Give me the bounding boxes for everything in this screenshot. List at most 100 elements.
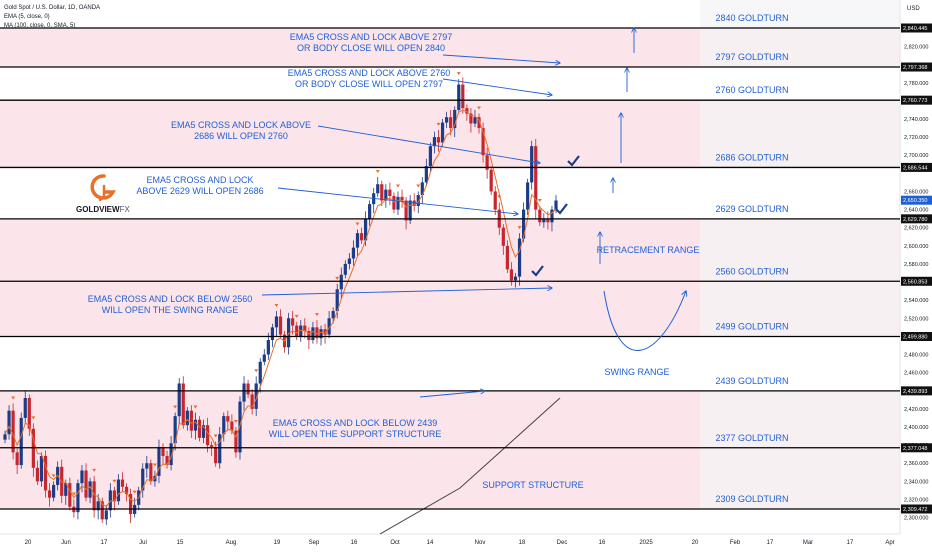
candle-body[interactable]: [84, 470, 88, 498]
candle-body[interactable]: [246, 383, 250, 395]
candle-body[interactable]: [181, 383, 185, 426]
candle-body[interactable]: [440, 122, 445, 143]
candle-body[interactable]: [266, 340, 270, 355]
candle-body[interactable]: [303, 325, 307, 331]
candle-body[interactable]: [521, 209, 526, 239]
candle-body[interactable]: [15, 452, 19, 466]
candle-body[interactable]: [262, 354, 266, 362]
candle-body[interactable]: [469, 113, 473, 124]
candle-body[interactable]: [141, 468, 145, 491]
candle-body[interactable]: [493, 191, 497, 210]
candle-body[interactable]: [473, 117, 477, 124]
candle-body[interactable]: [376, 184, 380, 194]
candle-body[interactable]: [542, 218, 546, 223]
candle-body[interactable]: [396, 196, 400, 210]
candle-body[interactable]: [388, 189, 392, 196]
candle-body[interactable]: [359, 233, 364, 241]
candle-body[interactable]: [307, 330, 311, 341]
candle-body[interactable]: [311, 327, 315, 341]
candle-body[interactable]: [116, 479, 121, 502]
candle-body[interactable]: [120, 479, 125, 487]
candle-body[interactable]: [185, 410, 189, 426]
candle-body[interactable]: [299, 325, 303, 337]
candle-body[interactable]: [104, 510, 108, 520]
candle-body[interactable]: [295, 325, 299, 337]
candle-body[interactable]: [331, 311, 335, 319]
candle-body[interactable]: [278, 316, 283, 335]
candle-body[interactable]: [108, 490, 112, 511]
candle-body[interactable]: [205, 425, 210, 446]
candle-body[interactable]: [355, 233, 360, 248]
candle-body[interactable]: [489, 169, 493, 192]
candle-body[interactable]: [218, 434, 222, 464]
candle-body[interactable]: [445, 117, 449, 123]
candle-body[interactable]: [177, 383, 181, 417]
candle-body[interactable]: [27, 398, 31, 429]
candle-body[interactable]: [465, 108, 469, 114]
candle-body[interactable]: [368, 204, 372, 219]
candle-body[interactable]: [509, 269, 514, 281]
candle-body[interactable]: [501, 227, 505, 246]
candle-body[interactable]: [416, 195, 420, 206]
candle-body[interactable]: [343, 263, 347, 275]
candle-body[interactable]: [351, 247, 356, 259]
candle-body[interactable]: [530, 146, 534, 183]
candle-body[interactable]: [96, 501, 100, 511]
candle-body[interactable]: [538, 209, 542, 223]
candle-body[interactable]: [7, 410, 11, 435]
candle-body[interactable]: [189, 410, 193, 431]
candle-body[interactable]: [335, 289, 339, 312]
candle-body[interactable]: [505, 245, 509, 270]
candle-body[interactable]: [546, 218, 550, 223]
candle-body[interactable]: [408, 200, 412, 221]
candle-body[interactable]: [47, 490, 52, 498]
candle-body[interactable]: [210, 445, 214, 447]
candle-body[interactable]: [52, 484, 56, 498]
candle-body[interactable]: [11, 410, 15, 453]
candle-body[interactable]: [161, 446, 165, 456]
candle-body[interactable]: [149, 463, 153, 482]
candle-body[interactable]: [92, 481, 96, 511]
candle-body[interactable]: [477, 117, 481, 129]
candle-body[interactable]: [35, 467, 40, 482]
candle-body[interactable]: [250, 394, 254, 409]
candle-body[interactable]: [319, 329, 323, 339]
candle-body[interactable]: [23, 398, 27, 418]
candle-body[interactable]: [88, 481, 92, 498]
candle-body[interactable]: [534, 146, 538, 210]
candle-body[interactable]: [550, 209, 554, 223]
candle-body[interactable]: [100, 501, 104, 520]
candle-body[interactable]: [461, 84, 465, 109]
candle-body[interactable]: [315, 327, 319, 339]
candle-body[interactable]: [226, 416, 230, 422]
candle-body[interactable]: [392, 195, 396, 210]
candle-body[interactable]: [432, 137, 437, 147]
candle-body[interactable]: [517, 238, 522, 277]
candle-body[interactable]: [404, 200, 408, 221]
candle-body[interactable]: [169, 443, 173, 466]
candle-body[interactable]: [291, 318, 295, 326]
candle-body[interactable]: [380, 184, 384, 201]
candle-body[interactable]: [363, 218, 368, 241]
candle-body[interactable]: [19, 417, 23, 466]
candle-body[interactable]: [76, 483, 80, 513]
candle-body[interactable]: [145, 463, 149, 469]
candle-body[interactable]: [173, 416, 177, 444]
candle-body[interactable]: [436, 137, 441, 143]
candle-body[interactable]: [234, 430, 238, 453]
candle-body[interactable]: [68, 483, 72, 507]
candle-body[interactable]: [197, 419, 202, 438]
candle-body[interactable]: [112, 490, 116, 502]
candle-body[interactable]: [428, 146, 433, 167]
candle-body[interactable]: [201, 425, 206, 438]
candle-body[interactable]: [274, 316, 279, 328]
candle-body[interactable]: [39, 455, 44, 482]
candle-body[interactable]: [339, 274, 343, 290]
candle-body[interactable]: [400, 196, 404, 201]
candle-body[interactable]: [424, 166, 428, 183]
candle-body[interactable]: [254, 383, 258, 409]
candle-body[interactable]: [347, 258, 351, 264]
candle-body[interactable]: [64, 483, 68, 496]
candle-body[interactable]: [457, 84, 461, 110]
